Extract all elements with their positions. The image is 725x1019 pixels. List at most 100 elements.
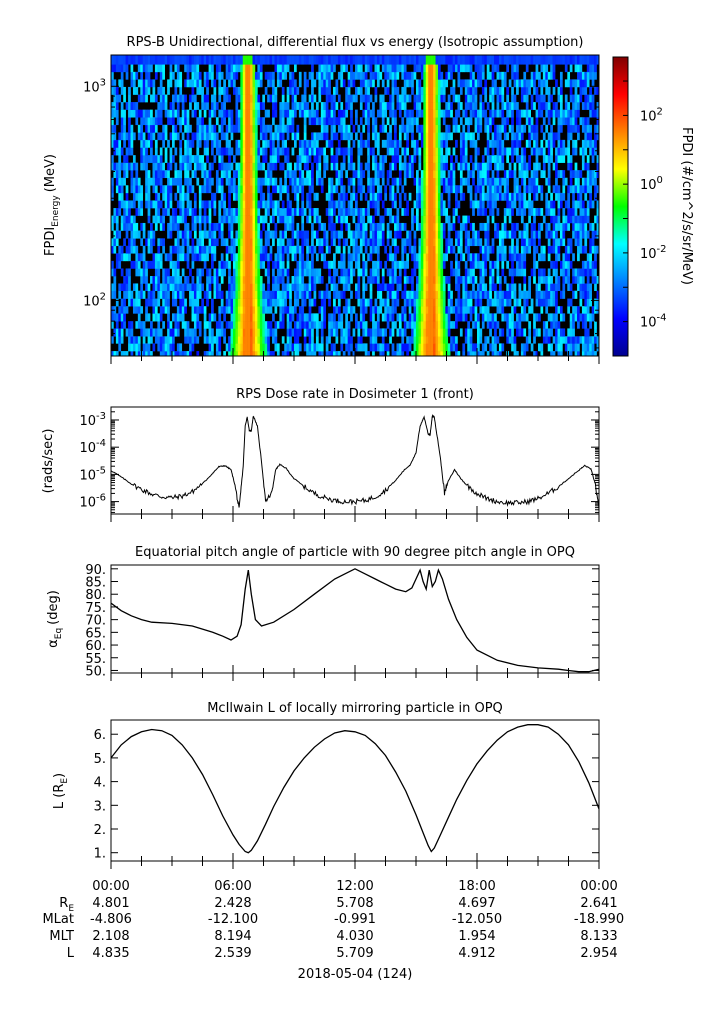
heatmap-cell — [359, 117, 363, 126]
heatmap-cell — [237, 222, 241, 231]
heatmap-cell — [345, 132, 348, 141]
heatmap-cell — [123, 200, 126, 209]
heatmap-cell — [330, 321, 334, 329]
heatmap-cell — [525, 290, 529, 299]
heatmap-cell — [564, 117, 568, 126]
heatmap-cell — [350, 208, 353, 216]
heatmap-cell — [154, 268, 158, 277]
heatmap-cell — [435, 222, 439, 231]
heatmap-cell — [516, 321, 519, 329]
heatmap-cell — [386, 343, 390, 352]
heatmap-cell — [262, 215, 266, 224]
heatmap-cell — [459, 222, 463, 231]
heatmap-cell — [586, 268, 590, 277]
heatmap-cell — [120, 86, 124, 95]
heatmap-cell — [211, 336, 214, 344]
heatmap-cell — [272, 155, 275, 163]
heatmap-cell — [162, 215, 165, 224]
heatmap-cell — [577, 238, 580, 247]
heatmap-cell — [264, 124, 268, 133]
heatmap-cell — [259, 200, 263, 209]
heatmap-cell — [147, 124, 151, 133]
heatmap-cell — [369, 290, 373, 299]
heatmap-cell — [137, 208, 141, 216]
heatmap-cell — [423, 162, 427, 171]
heatmap-cell — [357, 260, 361, 269]
heatmap-cell — [372, 109, 375, 118]
heatmap-cell — [218, 177, 222, 186]
heatmap-cell — [172, 139, 175, 148]
heatmap-cell — [135, 208, 139, 216]
heatmap-cell — [176, 200, 180, 209]
heatmap-cell — [254, 321, 258, 329]
heatmap-cell — [518, 124, 522, 133]
heatmap-cell — [498, 253, 502, 262]
heatmap-cell — [359, 132, 363, 141]
heatmap-cell — [518, 321, 522, 329]
heatmap-cell — [440, 298, 444, 307]
heatmap-cell — [374, 276, 378, 284]
heatmap-cell — [269, 200, 273, 209]
heatmap-cell — [477, 132, 480, 141]
heatmap-cell — [228, 343, 231, 352]
heatmap-cell — [581, 290, 585, 299]
heatmap-cell — [281, 238, 285, 247]
heatmap-cell — [132, 238, 136, 247]
heatmap-cell — [372, 155, 375, 163]
heatmap-cell — [464, 298, 468, 307]
heatmap-cell — [228, 245, 231, 254]
heatmap-cell — [508, 253, 512, 262]
heatmap-cell — [355, 208, 358, 216]
heatmap-cell — [125, 283, 129, 291]
heatmap-cell — [547, 139, 551, 148]
heatmap-cell — [262, 245, 266, 254]
heatmap-cell — [555, 290, 558, 299]
heatmap-cell — [494, 86, 497, 95]
heatmap-cell — [496, 290, 500, 299]
heatmap-cell — [213, 268, 217, 277]
heatmap-cell — [191, 215, 195, 224]
heatmap-cell — [115, 94, 119, 103]
heatmap-cell — [179, 139, 183, 148]
heatmap-cell — [413, 336, 417, 344]
heatmap-cell — [130, 260, 134, 269]
heatmap-cell — [503, 313, 507, 322]
heatmap-cell — [384, 208, 388, 216]
heatmap-cell — [484, 109, 488, 118]
heatmap-cell — [396, 260, 400, 269]
heatmap-cell — [406, 200, 409, 209]
heatmap-cell — [347, 185, 351, 194]
heatmap-cell — [494, 343, 497, 352]
heatmap-cell — [425, 230, 429, 239]
heatmap-cell — [245, 343, 248, 352]
heatmap-cell — [347, 351, 351, 357]
heatmap-cell — [508, 328, 512, 337]
heatmap-cell — [467, 306, 470, 314]
heatmap-cell — [128, 124, 131, 133]
heatmap-cell — [555, 222, 558, 231]
heatmap-cell — [159, 328, 163, 337]
heatmap-cell — [557, 283, 561, 291]
heatmap-cell — [481, 268, 485, 277]
heatmap-cell — [501, 109, 505, 118]
heatmap-cell — [364, 343, 368, 352]
heatmap-cell — [440, 343, 444, 352]
heatmap-cell — [494, 260, 497, 269]
heatmap-cell — [259, 306, 263, 314]
heatmap-cell — [408, 306, 412, 314]
heatmap-cell — [296, 155, 300, 163]
heatmap-cell — [472, 253, 475, 262]
heatmap-cell — [513, 245, 517, 254]
heatmap-cell — [245, 222, 248, 231]
heatmap-cell — [252, 321, 256, 329]
heatmap-cell — [513, 343, 517, 352]
heatmap-cell — [325, 336, 329, 344]
heatmap-cell — [542, 162, 546, 171]
heatmap-cell — [481, 313, 485, 322]
heatmap-cell — [230, 276, 234, 284]
heatmap-cell — [235, 215, 239, 224]
heatmap-cell — [140, 147, 144, 156]
heatmap-cell — [452, 162, 456, 171]
heatmap-cell — [586, 306, 590, 314]
heatmap-cell — [306, 162, 309, 171]
